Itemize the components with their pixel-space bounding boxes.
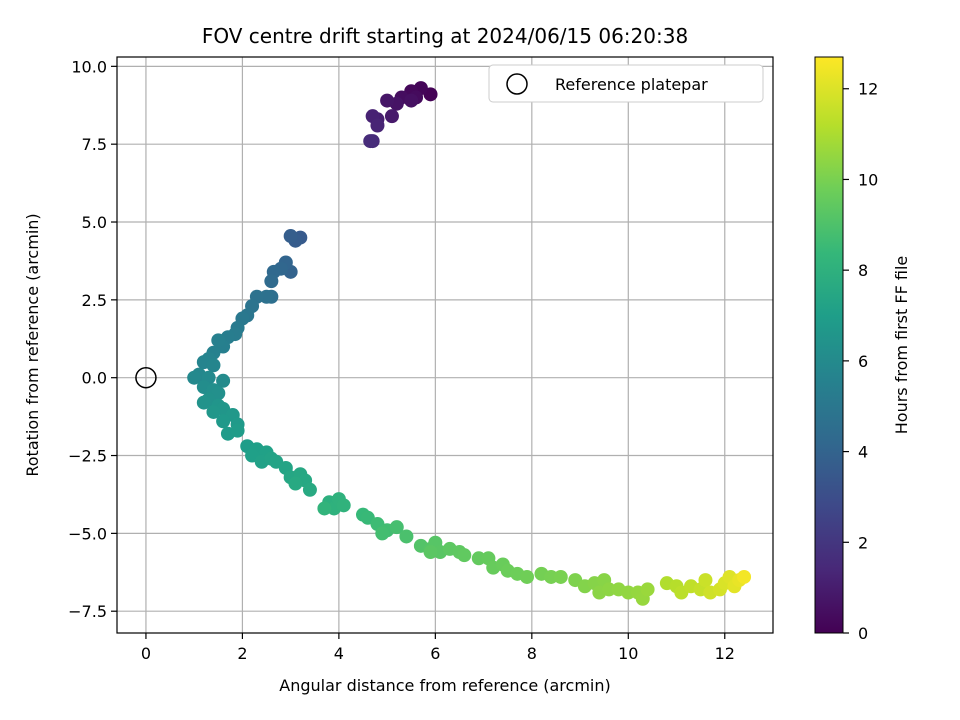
- data-point: [399, 529, 414, 544]
- data-point: [196, 395, 211, 410]
- legend-label: Reference platepar: [555, 75, 708, 94]
- colorbar-tick-label: 10: [858, 170, 878, 189]
- x-tick-label: 0: [141, 644, 151, 663]
- colorbar-tick-label: 4: [858, 443, 868, 462]
- plot-frame: [116, 56, 774, 634]
- data-point: [544, 569, 559, 584]
- y-tick-label: 0.0: [82, 369, 107, 388]
- y-axis-ticks: −7.5 −5.0 −2.5 0.0 2.5 5.0 7.5 10.0: [68, 57, 117, 621]
- plot-area: [116, 56, 774, 634]
- data-point: [230, 423, 245, 438]
- data-point: [471, 551, 486, 566]
- data-points: [187, 81, 752, 606]
- x-tick-label: 8: [527, 644, 537, 663]
- data-point: [520, 569, 534, 584]
- data-point: [206, 358, 221, 373]
- data-point: [206, 404, 221, 419]
- x-tick-label: 10: [618, 644, 638, 663]
- data-point: [389, 520, 404, 535]
- data-point: [259, 289, 274, 304]
- y-tick-label: 5.0: [82, 213, 107, 232]
- legend: Reference platepar: [488, 64, 764, 103]
- data-point: [336, 498, 351, 513]
- data-point: [621, 585, 636, 600]
- data-point: [553, 569, 568, 584]
- colorbar-tick-label: 2: [858, 533, 868, 552]
- data-point: [187, 370, 202, 385]
- colorbar-ticks: 0 2 4 6 8 10 12: [843, 80, 878, 643]
- reference-platepar-marker: [135, 366, 157, 389]
- y-tick-label: −5.0: [68, 524, 107, 543]
- y-tick-label: 2.5: [82, 291, 107, 310]
- colorbar-tick-label: 8: [858, 261, 868, 280]
- colorbar-tick-label: 12: [858, 80, 878, 99]
- colorbar: 0 2 4 6 8 10 12 Hours from first FF file: [814, 56, 911, 643]
- x-axis-label: Angular distance from reference (arcmin): [279, 676, 610, 695]
- data-point: [375, 526, 390, 541]
- data-point: [602, 582, 616, 597]
- legend-box: [488, 64, 764, 103]
- x-tick-label: 4: [334, 644, 344, 663]
- data-point: [640, 582, 655, 597]
- colorbar-gradient: [814, 56, 844, 634]
- x-axis-ticks: 0 2 4 6 8 10 12: [141, 633, 735, 663]
- data-point: [370, 118, 385, 133]
- data-point: [216, 414, 231, 429]
- y-tick-label: 7.5: [82, 135, 107, 154]
- data-point: [283, 229, 298, 244]
- colorbar-label: Hours from first FF file: [892, 256, 911, 435]
- data-point: [380, 93, 395, 108]
- chart-title: FOV centre drift starting at 2024/06/15 …: [202, 24, 688, 48]
- data-point: [737, 569, 752, 584]
- y-tick-label: −7.5: [68, 602, 107, 621]
- data-point: [404, 93, 419, 108]
- y-tick-label: −2.5: [68, 447, 107, 466]
- data-point: [317, 501, 332, 516]
- colorbar-tick-label: 6: [858, 352, 868, 371]
- data-point: [216, 373, 231, 388]
- data-point: [211, 333, 226, 348]
- data-point: [384, 109, 399, 124]
- x-tick-label: 6: [430, 644, 440, 663]
- data-point: [423, 545, 438, 560]
- data-point: [457, 548, 472, 563]
- data-point: [698, 573, 713, 588]
- y-axis-label: Rotation from reference (arcmin): [23, 213, 42, 476]
- x-tick-label: 12: [715, 644, 735, 663]
- data-point: [264, 274, 279, 289]
- y-tick-label: 10.0: [71, 57, 107, 76]
- legend-marker: [506, 73, 528, 95]
- data-point: [363, 134, 378, 149]
- data-point: [302, 482, 317, 497]
- colorbar-tick-label: 0: [858, 624, 868, 643]
- x-tick-label: 2: [237, 644, 247, 663]
- data-point: [288, 476, 303, 491]
